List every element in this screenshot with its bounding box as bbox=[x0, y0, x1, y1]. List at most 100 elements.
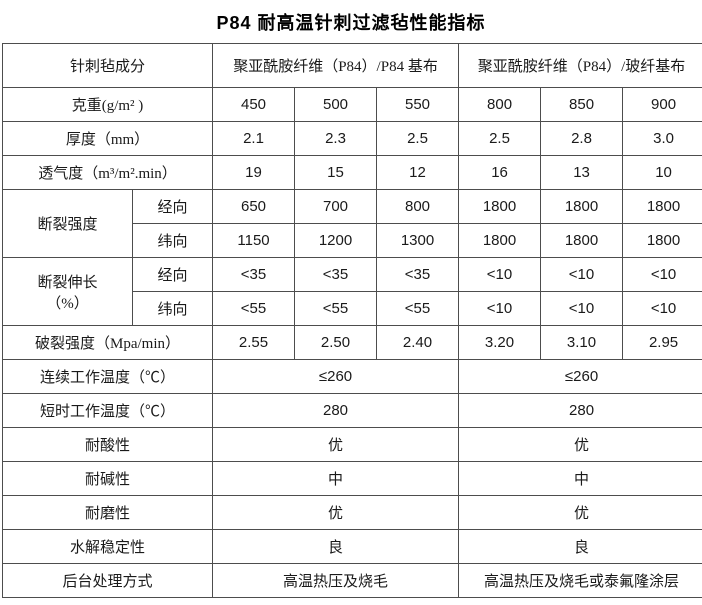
value-cell: <35 bbox=[212, 257, 296, 292]
value-cell: 高温热压及烧毛 bbox=[212, 563, 460, 598]
value-cell: 优 bbox=[212, 495, 460, 530]
value-cell: <10 bbox=[458, 257, 542, 292]
value-cell: 650 bbox=[212, 189, 296, 224]
label-bursting-strength: 破裂强度（Mpa/min） bbox=[1, 325, 214, 360]
page-title: P84 耐高温针刺过滤毡性能指标 bbox=[216, 13, 486, 33]
value-cell: 850 bbox=[540, 87, 624, 122]
row-air-permeability: 透气度（m³/m².min） 19 15 12 16 13 10 bbox=[1, 155, 702, 190]
value-cell: 1800 bbox=[540, 223, 624, 258]
value-cell: 10 bbox=[622, 155, 702, 190]
value-cell: 16 bbox=[458, 155, 542, 190]
value-cell: 2.40 bbox=[376, 325, 460, 360]
label-alkali-resistance: 耐碱性 bbox=[1, 461, 214, 496]
row-short-term-temp: 短时工作温度（℃） 280 280 bbox=[1, 393, 702, 428]
row-acid-resistance: 耐酸性 优 优 bbox=[1, 427, 702, 462]
value-cell: 良 bbox=[212, 529, 460, 564]
value-cell: 2.55 bbox=[212, 325, 296, 360]
value-cell: 2.1 bbox=[212, 121, 296, 156]
label-hydrolysis-stability: 水解稳定性 bbox=[1, 529, 214, 564]
value-cell: 2.95 bbox=[622, 325, 702, 360]
value-cell: <35 bbox=[294, 257, 378, 292]
header-group-fiberglass-base: 聚亚酰胺纤维（P84）/玻纤基布 bbox=[458, 43, 702, 88]
row-thickness: 厚度（mm） 2.1 2.3 2.5 2.5 2.8 3.0 bbox=[1, 121, 702, 156]
value-cell: 450 bbox=[212, 87, 296, 122]
label-finishing-treatment: 后台处理方式 bbox=[1, 563, 214, 598]
row-gram-weight: 克重(g/m² ) 450 500 550 800 850 900 bbox=[1, 87, 702, 122]
row-breaking-strength-weft: 纬向 1150 1200 1300 1800 1800 1800 bbox=[3, 223, 702, 258]
value-cell: <10 bbox=[622, 291, 702, 326]
value-cell: <35 bbox=[376, 257, 460, 292]
value-cell: 1150 bbox=[212, 223, 296, 258]
value-cell: 2.50 bbox=[294, 325, 378, 360]
value-cell: 2.5 bbox=[458, 121, 542, 156]
value-cell: 280 bbox=[458, 393, 702, 428]
label-breaking-elongation: 断裂伸长 （%） bbox=[2, 257, 133, 326]
value-cell: ≤260 bbox=[212, 359, 460, 394]
value-cell: <10 bbox=[458, 291, 542, 326]
value-cell: 15 bbox=[294, 155, 378, 190]
value-cell: <55 bbox=[294, 291, 378, 326]
label-weft-direction: 纬向 bbox=[131, 223, 214, 258]
value-cell: <55 bbox=[376, 291, 460, 326]
label-thickness: 厚度（mm） bbox=[1, 121, 214, 156]
value-cell: 900 bbox=[622, 87, 702, 122]
value-cell: 13 bbox=[540, 155, 624, 190]
value-cell: 1200 bbox=[294, 223, 378, 258]
value-cell: 1800 bbox=[458, 223, 542, 258]
header-component-label: 针刺毡成分 bbox=[1, 43, 214, 88]
value-cell: <10 bbox=[622, 257, 702, 292]
value-cell: 500 bbox=[294, 87, 378, 122]
value-cell: 2.5 bbox=[376, 121, 460, 156]
spec-table: 针刺毡成分 聚亚酰胺纤维（P84）/P84 基布 聚亚酰胺纤维（P84）/玻纤基… bbox=[1, 43, 702, 598]
value-cell: 优 bbox=[212, 427, 460, 462]
row-abrasion-resistance: 耐磨性 优 优 bbox=[1, 495, 702, 530]
label-air-permeability: 透气度（m³/m².min） bbox=[1, 155, 214, 190]
value-cell: 良 bbox=[458, 529, 702, 564]
value-cell: 19 bbox=[212, 155, 296, 190]
label-short-term-temp: 短时工作温度（℃） bbox=[1, 393, 214, 428]
row-hydrolysis-stability: 水解稳定性 良 良 bbox=[1, 529, 702, 564]
label-abrasion-resistance: 耐磨性 bbox=[1, 495, 214, 530]
label-weft-direction: 纬向 bbox=[131, 291, 214, 326]
value-cell: 优 bbox=[458, 495, 702, 530]
value-cell: 3.0 bbox=[622, 121, 702, 156]
row-finishing-treatment: 后台处理方式 高温热压及烧毛 高温热压及烧毛或泰氟隆涂层 bbox=[1, 563, 702, 598]
value-cell: 中 bbox=[212, 461, 460, 496]
label-breaking-strength: 断裂强度 bbox=[2, 189, 133, 258]
value-cell: 中 bbox=[458, 461, 702, 496]
value-cell: 1800 bbox=[622, 223, 702, 258]
value-cell: 2.8 bbox=[540, 121, 624, 156]
row-breaking-strength-warp: 断裂强度 经向 650 700 800 1800 1800 1800 bbox=[2, 189, 702, 258]
value-cell: 800 bbox=[376, 189, 460, 224]
value-cell: 2.3 bbox=[294, 121, 378, 156]
value-cell: 700 bbox=[294, 189, 378, 224]
value-cell: 高温热压及烧毛或泰氟隆涂层 bbox=[458, 563, 702, 598]
row-bursting-strength: 破裂强度（Mpa/min） 2.55 2.50 2.40 3.20 3.10 2… bbox=[1, 325, 702, 360]
row-breaking-elongation-warp: 断裂伸长 （%） 经向 <35 <35 <35 <10 <10 <10 bbox=[2, 257, 702, 326]
row-breaking-elongation-weft: 纬向 <55 <55 <55 <10 <10 <10 bbox=[3, 291, 702, 326]
value-cell: <10 bbox=[540, 291, 624, 326]
row-alkali-resistance: 耐碱性 中 中 bbox=[1, 461, 702, 496]
label-warp-direction: 经向 bbox=[131, 257, 214, 292]
value-cell: 280 bbox=[212, 393, 460, 428]
value-cell: 1800 bbox=[540, 189, 624, 224]
value-cell: 1800 bbox=[622, 189, 702, 224]
value-cell: 800 bbox=[458, 87, 542, 122]
value-cell: 550 bbox=[376, 87, 460, 122]
value-cell: 3.20 bbox=[458, 325, 542, 360]
header-group-p84-base: 聚亚酰胺纤维（P84）/P84 基布 bbox=[212, 43, 460, 88]
value-cell: <10 bbox=[540, 257, 624, 292]
value-cell: 1300 bbox=[376, 223, 460, 258]
row-continuous-temp: 连续工作温度（℃） ≤260 ≤260 bbox=[1, 359, 702, 394]
value-cell: 1800 bbox=[458, 189, 542, 224]
label-acid-resistance: 耐酸性 bbox=[1, 427, 214, 462]
value-cell: <55 bbox=[212, 291, 296, 326]
value-cell: 优 bbox=[458, 427, 702, 462]
label-gram-weight: 克重(g/m² ) bbox=[1, 87, 214, 122]
label-continuous-temp: 连续工作温度（℃） bbox=[1, 359, 214, 394]
table-row-header: 针刺毡成分 聚亚酰胺纤维（P84）/P84 基布 聚亚酰胺纤维（P84）/玻纤基… bbox=[1, 43, 702, 88]
value-cell: 12 bbox=[376, 155, 460, 190]
label-warp-direction: 经向 bbox=[131, 189, 214, 224]
value-cell: 3.10 bbox=[540, 325, 624, 360]
value-cell: ≤260 bbox=[458, 359, 702, 394]
